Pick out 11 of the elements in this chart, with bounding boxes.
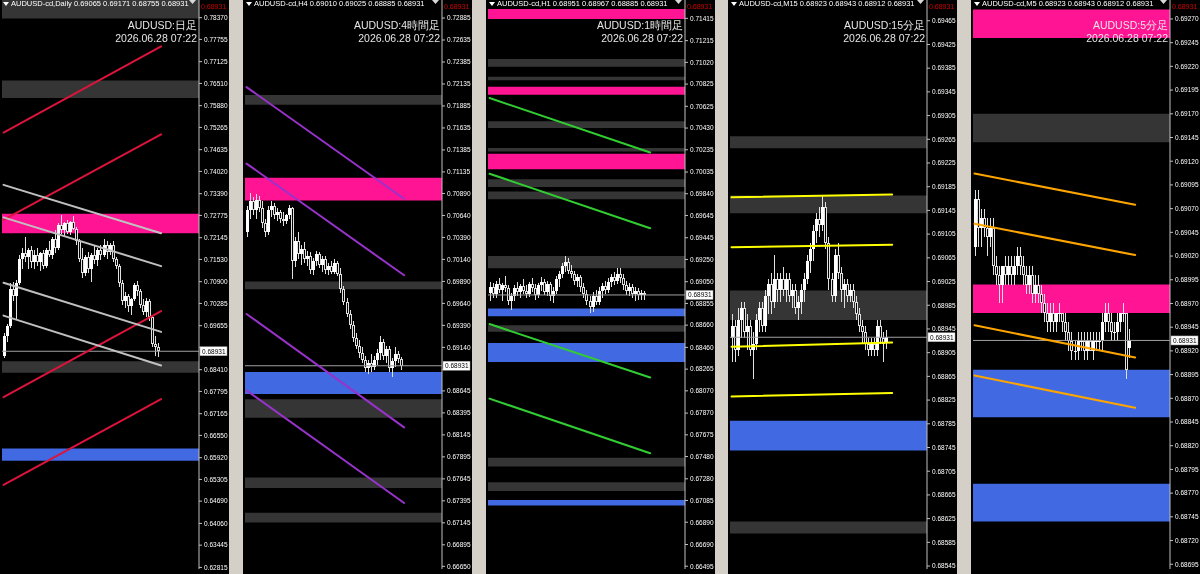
candlestick	[1058, 303, 1061, 322]
annotation: AUDUSD:4時間足	[353, 19, 440, 32]
annotation: 2026.06.28 07:22	[601, 32, 683, 45]
annotation: 2026.06.28 07:22	[1086, 32, 1168, 45]
annotation: 2026.06.28 07:22	[843, 32, 925, 45]
annotation: AUDUSD:15分足	[844, 19, 925, 32]
annotation: 2026.06.28 07:22	[115, 32, 197, 45]
annotation: 2026.06.28 07:22	[358, 32, 440, 45]
annotation: AUDUSD:日足	[127, 19, 197, 32]
annotation: AUDUSD:1時間足	[596, 19, 683, 32]
annotation: AUDUSD:5分足	[1092, 19, 1168, 32]
